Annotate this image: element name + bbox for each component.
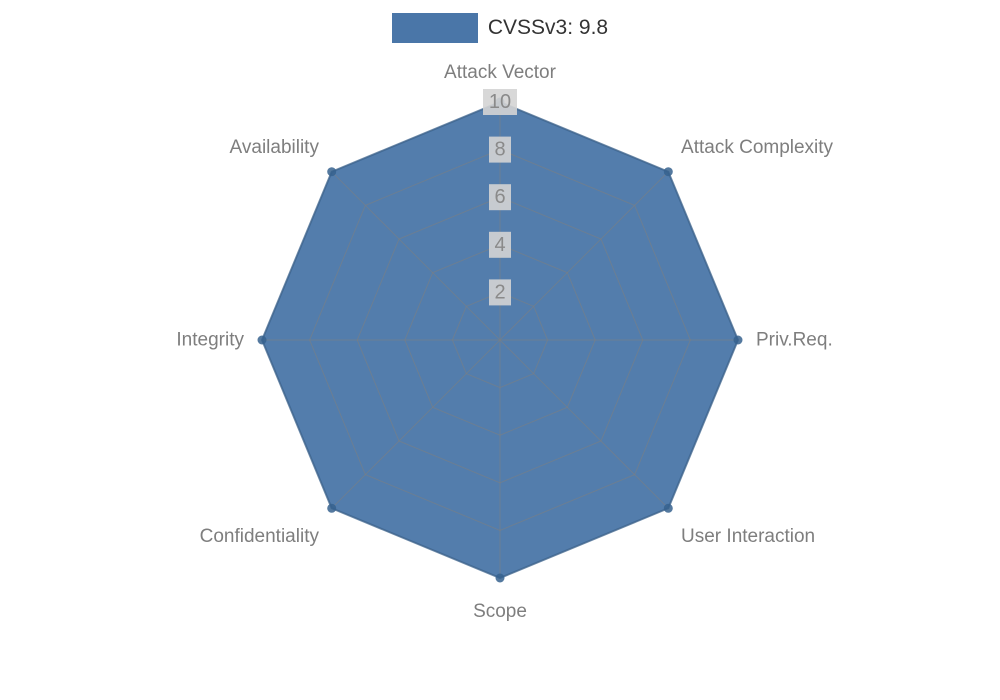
tick-label-bg (489, 184, 511, 211)
radar-vertex-dot (327, 167, 337, 177)
radar-vertex-dot (663, 167, 673, 177)
axis-label-availability: Availability (230, 137, 320, 158)
radar-axis-spoke (331, 339, 501, 509)
axis-label-attack-complexity: Attack Complexity (681, 137, 834, 158)
legend-swatch (391, 13, 478, 43)
axis-label-priv-req: Priv.Req. (756, 330, 833, 351)
radar-axis-spoke (499, 171, 669, 341)
axis-label-confidentiality: Confidentiality (200, 526, 320, 547)
radar-vertex-dot (327, 503, 337, 513)
tick-label: 10 (489, 91, 511, 113)
radar-vertex-dot (495, 573, 505, 583)
radar-axis-spoke (331, 171, 501, 341)
axis-label-attack-vector: Attack Vector (444, 62, 557, 83)
radar-vertex-dot (733, 335, 743, 345)
tick-label-bg (489, 231, 511, 258)
tick-label-bg (483, 89, 517, 115)
tick-label: 8 (494, 139, 505, 161)
tick-label-bg (489, 279, 511, 306)
radar-vertex-dot (663, 503, 673, 513)
axis-label-user-interaction: User Interaction (681, 526, 815, 547)
tick-label: 6 (494, 186, 505, 208)
legend-item-cvssv3[interactable]: CVSSv3: 9.8 (0, 13, 1000, 43)
axis-label-scope: Scope (473, 601, 527, 622)
legend-label: CVSSv3: 9.8 (487, 16, 609, 39)
radar-vertex-dot (257, 335, 267, 345)
tick-label: 4 (494, 234, 505, 256)
tick-label-bg (489, 136, 511, 163)
tick-label: 2 (494, 281, 505, 303)
axis-label-integrity: Integrity (176, 330, 244, 351)
radar-axis-spoke (499, 339, 669, 509)
